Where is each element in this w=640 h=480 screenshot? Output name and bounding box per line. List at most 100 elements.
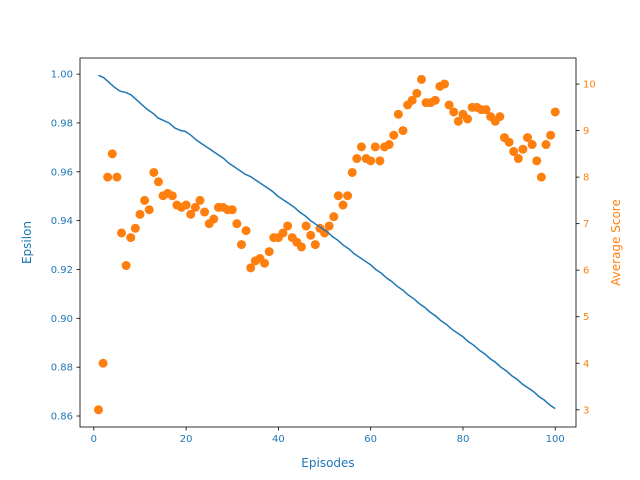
score-point [241, 226, 251, 236]
left-y-tick-label: 0.96 [51, 167, 73, 178]
right-y-tick-label: 3 [583, 405, 589, 416]
score-point [338, 200, 348, 210]
score-point [347, 167, 357, 177]
score-point [200, 207, 210, 217]
score-point [93, 405, 103, 415]
score-point [393, 109, 403, 119]
score-point [407, 95, 417, 105]
left-y-tick-label: 0.92 [51, 265, 73, 276]
score-point [126, 233, 136, 243]
right-y-tick-label: 8 [583, 173, 589, 184]
score-point [260, 258, 270, 268]
score-point [153, 177, 163, 187]
score-point [310, 240, 320, 250]
score-point [546, 130, 556, 140]
score-point [246, 263, 256, 273]
epsilon-line-series [98, 74, 556, 410]
right-y-tick-label: 7 [583, 219, 589, 230]
x-tick-label: 20 [180, 434, 193, 445]
score-point [103, 172, 113, 182]
score-point [107, 149, 117, 159]
score-point [140, 195, 150, 205]
score-point [144, 205, 154, 215]
score-scatter-series [93, 74, 560, 415]
score-point [333, 191, 343, 201]
score-point [190, 202, 200, 212]
score-point [527, 140, 537, 150]
score-point [536, 172, 546, 182]
score-point [209, 214, 219, 224]
x-tick-label: 0 [91, 434, 97, 445]
score-point [523, 133, 533, 143]
score-point [324, 221, 334, 231]
score-point [301, 221, 311, 231]
left-y-axis-label: Epsilon [20, 221, 34, 264]
x-tick-label: 40 [272, 434, 285, 445]
left-y-tick-label: 0.94 [51, 216, 73, 227]
right-y-axis-ticks: 3 4 5 6 7 8 9 10 [576, 80, 596, 416]
score-point [112, 172, 122, 182]
score-point [278, 228, 288, 238]
score-point [329, 212, 339, 222]
score-point [232, 219, 242, 229]
score-point [186, 209, 196, 219]
score-point [416, 74, 426, 84]
left-y-tick-label: 1.00 [51, 70, 73, 81]
right-y-tick-label: 10 [583, 80, 596, 91]
right-y-tick-label: 9 [583, 126, 589, 137]
score-point [117, 228, 127, 238]
score-point [532, 156, 542, 166]
score-point [449, 107, 459, 117]
score-point [296, 242, 306, 252]
score-point [98, 358, 108, 368]
score-point [389, 130, 399, 140]
score-point [121, 261, 131, 271]
left-y-tick-label: 0.88 [51, 363, 73, 374]
x-tick-label: 60 [364, 434, 377, 445]
score-point [384, 140, 394, 150]
right-y-tick-label: 4 [583, 359, 589, 370]
score-point [513, 154, 523, 164]
score-point [181, 200, 191, 210]
left-y-tick-label: 0.98 [51, 118, 73, 129]
score-point [283, 221, 293, 231]
score-point [430, 95, 440, 105]
x-axis-label: Episodes [301, 456, 354, 470]
score-point [412, 88, 422, 98]
score-point [366, 156, 376, 166]
score-point [509, 147, 519, 157]
score-point [356, 142, 366, 152]
score-point [135, 209, 145, 219]
score-point [550, 107, 560, 117]
right-y-tick-label: 6 [583, 266, 589, 277]
left-y-tick-label: 0.86 [51, 412, 73, 423]
score-point [195, 195, 205, 205]
score-point [495, 112, 505, 122]
score-point [444, 100, 454, 110]
score-point [352, 154, 362, 164]
score-point [518, 144, 528, 154]
score-point [541, 140, 551, 150]
score-point [440, 79, 449, 89]
score-point [398, 126, 408, 136]
score-point [149, 167, 159, 177]
right-y-tick-label: 5 [583, 312, 589, 323]
score-point [306, 230, 316, 240]
plot-frame [79, 57, 577, 428]
score-point [504, 137, 514, 147]
left-y-tick-label: 0.90 [51, 314, 73, 325]
score-point [227, 205, 237, 215]
score-point [264, 247, 274, 257]
score-point [463, 114, 473, 124]
x-tick-label: 80 [457, 434, 470, 445]
score-point [481, 105, 491, 115]
x-tick-label: 100 [546, 434, 565, 445]
score-point [167, 191, 177, 201]
score-point [343, 191, 353, 201]
score-point [236, 240, 246, 250]
score-point [375, 156, 385, 166]
score-point [130, 223, 140, 233]
score-point [453, 116, 463, 126]
x-axis-ticks: 0 20 40 60 80 100 [91, 427, 565, 445]
